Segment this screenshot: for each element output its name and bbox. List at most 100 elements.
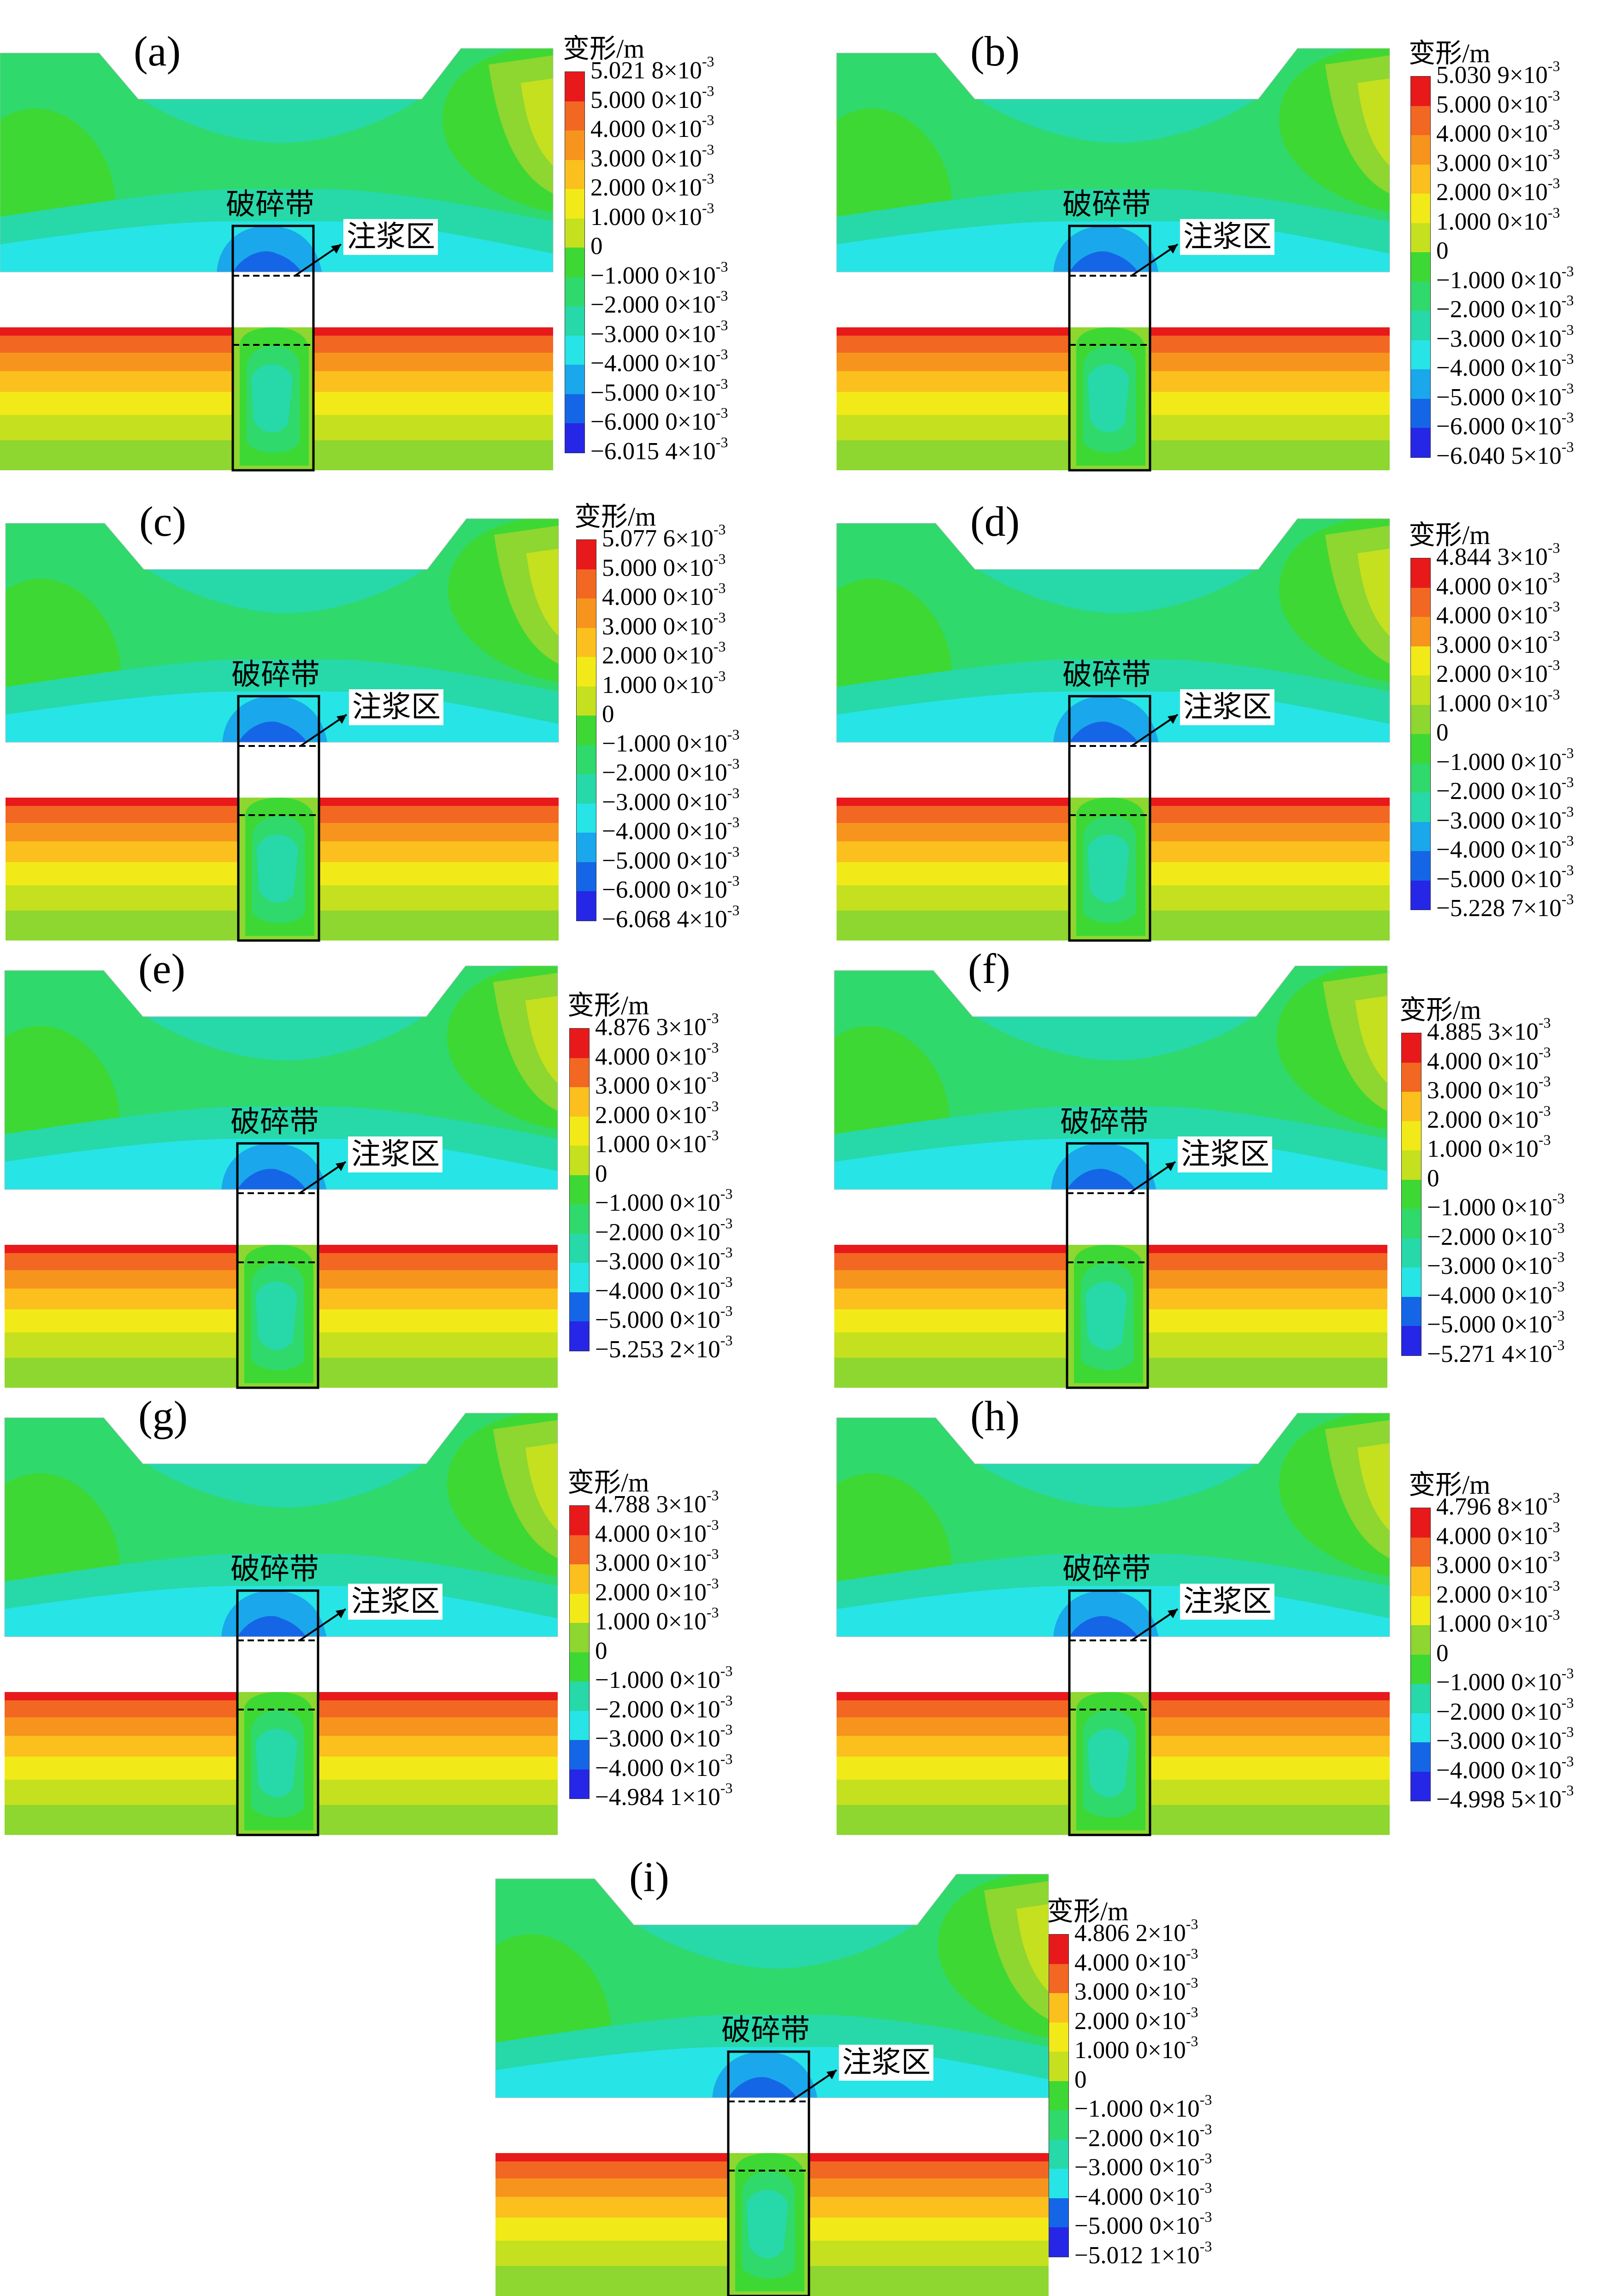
- colorbar-segment: [1402, 1062, 1421, 1092]
- panel-c: 破碎带 注浆区 (c): [5, 498, 559, 942]
- tick-mantissa: −6.015 4: [590, 438, 678, 465]
- tick-exponent: -3: [720, 1302, 733, 1319]
- tick-exponent: -3: [1552, 1278, 1565, 1295]
- colorbar-segment: [1402, 1326, 1421, 1355]
- tick-mantissa: 3.000 0: [602, 613, 675, 640]
- tick-exponent: -3: [1538, 1102, 1551, 1119]
- colorbar-segment: [1411, 704, 1430, 734]
- colorbar-segment: [1411, 1508, 1430, 1538]
- legend-tick: −4.000 0×10-3: [1074, 2180, 1212, 2210]
- tick-mantissa: −5.000 0: [1436, 865, 1523, 893]
- tick-mantissa: −5.000 0: [595, 1307, 682, 1333]
- tick-exponent: -3: [720, 1244, 733, 1260]
- tick-times: ×10: [1514, 1311, 1552, 1338]
- fault-zone-label: 破碎带: [230, 1552, 319, 1586]
- tick-mantissa: −5.000 0: [602, 847, 689, 874]
- tick-exponent: -3: [1561, 1782, 1574, 1799]
- tick-exponent: -3: [1547, 598, 1560, 615]
- tick-times: ×10: [1510, 91, 1548, 118]
- legend-tick: −3.000 0×10-3: [1427, 1249, 1564, 1278]
- legend-tick: 4.000 0×10-3: [602, 580, 726, 610]
- colorbar: [1410, 558, 1431, 910]
- colorbar-segment: [1411, 880, 1430, 910]
- colorbar-segment: [1049, 2022, 1068, 2052]
- fault-zone-box: [236, 1142, 319, 1389]
- colorbar-segment: [570, 1058, 589, 1087]
- colorbar-segment: [577, 540, 596, 569]
- tick-times: ×10: [668, 1043, 707, 1070]
- colorbar-segment: [577, 627, 596, 657]
- tick-exponent: -3: [727, 784, 740, 801]
- tick-times: ×10: [1523, 442, 1562, 469]
- tick-exponent: -3: [727, 872, 740, 889]
- colorbar-segment: [570, 1652, 589, 1681]
- tick-exponent: -3: [1561, 774, 1574, 790]
- colorbar-segment: [577, 598, 596, 628]
- colorbar-segment: [1411, 793, 1430, 822]
- colorbar-segment: [1049, 2169, 1068, 2198]
- tick-mantissa: 4.000 0: [1436, 120, 1510, 147]
- colorbar-segment: [1411, 617, 1430, 646]
- legend-title: 变形/m: [574, 502, 656, 532]
- legend-tick: −2.000 0×10-3: [590, 288, 728, 317]
- tick-times: ×10: [664, 86, 702, 113]
- tick-mantissa: −3.000 0: [1436, 325, 1523, 352]
- tick-exponent: -3: [1547, 568, 1560, 586]
- legend-tick: −3.000 0×10-3: [595, 1722, 732, 1751]
- colorbar-segment: [577, 745, 596, 774]
- colorbar-segment: [1411, 252, 1430, 282]
- legend-tick: 4.844 3×10-3: [1436, 540, 1560, 570]
- tick-times: ×10: [1514, 1194, 1552, 1221]
- legend-tick: 1.000 0×10-3: [1436, 1607, 1560, 1636]
- tick-mantissa: −5.012 1: [1074, 2242, 1162, 2269]
- tick-mantissa: −2.000 0: [602, 759, 689, 786]
- grout-label-bg: [839, 2045, 933, 2081]
- tick-mantissa: −4.000 0: [1436, 1757, 1523, 1784]
- tick-mantissa: 5.077 6: [602, 525, 675, 552]
- colorbar-segment: [1402, 1092, 1421, 1121]
- panel-i: 破碎带 注浆区 (i): [495, 1853, 1049, 2296]
- legend-tick: 0: [1074, 2067, 1087, 2092]
- legend-tick: 3.000 0×10-3: [1436, 1549, 1560, 1578]
- colorbar-segment: [565, 365, 584, 394]
- tick-times: ×10: [1523, 895, 1562, 922]
- tick-times: ×10: [1523, 355, 1562, 381]
- tick-mantissa: −1.000 0: [590, 262, 678, 289]
- tick-mantissa: −1.000 0: [1427, 1194, 1514, 1221]
- lower-contour: [837, 798, 1390, 941]
- colorbar-segment: [1411, 1742, 1430, 1772]
- tick-times: ×10: [668, 1014, 707, 1041]
- legend-tick: 2.000 0×10-3: [1436, 176, 1560, 206]
- tick-mantissa: 0: [595, 1637, 608, 1664]
- tick-mantissa: 2.000 0: [1436, 1581, 1510, 1608]
- tick-exponent: -3: [1199, 2091, 1212, 2108]
- tick-mantissa: 1.000 0: [595, 1131, 668, 1158]
- tick-times: ×10: [1523, 865, 1562, 893]
- tick-mantissa: −5.000 0: [590, 379, 678, 406]
- tick-mantissa: −2.000 0: [1436, 296, 1523, 323]
- tick-mantissa: 1.000 0: [595, 1608, 668, 1635]
- legend-tick: 3.000 0×10-3: [1427, 1074, 1551, 1103]
- tick-mantissa: 2.000 0: [1436, 179, 1510, 206]
- legend-tick: 3.000 0×10-3: [590, 142, 714, 171]
- tick-times: ×10: [689, 905, 727, 933]
- grout-zone-label: 注浆区: [347, 220, 435, 254]
- legend-tick: −2.000 0×10-3: [1436, 293, 1574, 323]
- legend-tick: 5.077 6×10-3: [602, 522, 726, 552]
- tick-times: ×10: [664, 174, 702, 201]
- tick-exponent: -3: [1547, 87, 1560, 104]
- grout-label-bg: [348, 1584, 442, 1620]
- tick-times: ×10: [1514, 1223, 1552, 1250]
- tick-times: ×10: [682, 1248, 720, 1275]
- tick-times: ×10: [682, 1219, 720, 1246]
- colorbar-segment: [1411, 587, 1430, 617]
- tick-mantissa: −5.000 0: [1436, 384, 1523, 411]
- tick-times: ×10: [1523, 778, 1562, 805]
- tick-mantissa: −4.000 0: [1074, 2183, 1162, 2210]
- tick-exponent: -3: [713, 667, 726, 684]
- tick-times: ×10: [1510, 544, 1548, 570]
- tick-exponent: -3: [1186, 2033, 1198, 2049]
- fault-zone-box: [231, 225, 315, 472]
- tick-times: ×10: [1523, 836, 1562, 863]
- tick-times: ×10: [1510, 602, 1548, 629]
